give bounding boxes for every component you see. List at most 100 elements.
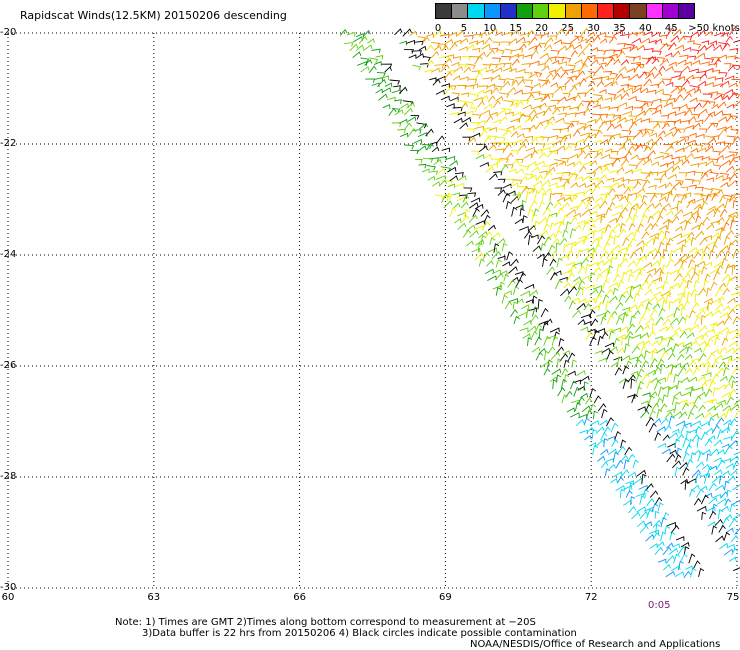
- wind-barb: [598, 357, 607, 363]
- wind-barb: [635, 205, 641, 216]
- wind-barb: [697, 161, 707, 167]
- wind-barb: [732, 249, 740, 259]
- wind-barb: [698, 567, 705, 578]
- wind-barb: [559, 127, 570, 133]
- wind-barb: [661, 93, 672, 100]
- wind-barb: [508, 38, 518, 45]
- wind-barb: [519, 99, 529, 105]
- wind-barb: [731, 430, 740, 440]
- wind-barb: [580, 326, 589, 332]
- wind-barb: [576, 125, 586, 131]
- wind-barb: [656, 425, 666, 433]
- wind-barb: [720, 326, 730, 333]
- wind-barb: [709, 398, 718, 404]
- wind-barb: [649, 132, 658, 138]
- wind-barb: [613, 235, 619, 245]
- wind-barb: [721, 144, 730, 153]
- wind-barb: [695, 215, 702, 223]
- wind-barb: [576, 249, 583, 259]
- wind-barb: [490, 142, 501, 147]
- wind-barb: [525, 308, 532, 319]
- wind-barb: [531, 295, 538, 304]
- wind-barb: [549, 212, 558, 218]
- wind-barb: [652, 250, 662, 260]
- wind-barb: [621, 336, 626, 346]
- wind-barb: [617, 247, 628, 253]
- wind-barb: [535, 121, 544, 130]
- wind-barb: [604, 468, 611, 476]
- wind-barb: [564, 295, 572, 303]
- wind-barb: [488, 28, 498, 36]
- wind-barb: [694, 472, 702, 484]
- wind-barb: [733, 451, 740, 456]
- wind-barb: [583, 108, 591, 115]
- wind-barb: [570, 50, 578, 57]
- wind-barb: [468, 93, 479, 100]
- wind-barb: [711, 57, 721, 62]
- wind-barb: [683, 108, 693, 116]
- wind-barb: [453, 56, 462, 61]
- wind-barb: [517, 191, 523, 202]
- wind-barb: [703, 298, 713, 304]
- wind-barb: [674, 85, 683, 91]
- wind-barb: [704, 438, 713, 447]
- wind-barb: [585, 201, 592, 210]
- wind-barb: [685, 459, 694, 469]
- wind-barb: [477, 242, 483, 253]
- wind-barb: [552, 59, 560, 65]
- wind-barb: [603, 242, 611, 252]
- wind-barb: [678, 172, 688, 177]
- wind-barb: [494, 187, 503, 192]
- wind-barb: [706, 364, 713, 375]
- wind-barb: [651, 222, 659, 230]
- wind-barb: [501, 56, 512, 61]
- wind-barb: [580, 27, 590, 37]
- wind-barb: [690, 237, 697, 246]
- wind-barb: [682, 437, 690, 448]
- wind-barb: [688, 438, 695, 448]
- wind-barb: [571, 281, 581, 289]
- wind-barb: [595, 65, 604, 73]
- wind-barb: [723, 436, 733, 441]
- wind-barb: [606, 57, 616, 66]
- wind-barb: [504, 62, 512, 68]
- wind-barb: [577, 318, 586, 325]
- wind-barb: [719, 54, 727, 60]
- wind-barb: [621, 271, 628, 282]
- wind-barb: [611, 194, 620, 201]
- wind-barb: [592, 76, 603, 82]
- wind-barb: [469, 107, 478, 113]
- wind-barb: [570, 69, 580, 75]
- wind-barb: [642, 307, 651, 317]
- wind-barb: [659, 34, 668, 40]
- wind-barb: [575, 191, 585, 197]
- wind-barb: [543, 252, 552, 259]
- wind-barb: [652, 277, 663, 282]
- wind-barb: [482, 136, 492, 146]
- wind-barb: [648, 121, 659, 126]
- wind-barb: [634, 271, 643, 282]
- wind-barb: [712, 323, 718, 332]
- wind-barb: [730, 455, 739, 462]
- wind-barb: [630, 378, 636, 389]
- wind-barb: [701, 251, 708, 261]
- wind-barb: [613, 273, 621, 283]
- wind-barb: [562, 56, 572, 63]
- wind-barb: [732, 315, 740, 325]
- wind-barb: [412, 64, 422, 71]
- wind-barb: [686, 199, 695, 209]
- wind-barb: [557, 136, 567, 143]
- wind-barb: [627, 145, 635, 152]
- wind-barb: [703, 411, 713, 419]
- wind-barb: [680, 194, 688, 203]
- wind-barb: [360, 66, 370, 73]
- wind-barb: [659, 162, 669, 168]
- wind-barb: [677, 76, 686, 81]
- wind-barb: [717, 509, 724, 520]
- wind-barb: [644, 72, 655, 80]
- wind-barb: [555, 172, 564, 177]
- wind-barb: [452, 75, 461, 81]
- wind-barb: [725, 347, 736, 354]
- wind-barb: [681, 273, 691, 281]
- wind-barb: [606, 250, 615, 259]
